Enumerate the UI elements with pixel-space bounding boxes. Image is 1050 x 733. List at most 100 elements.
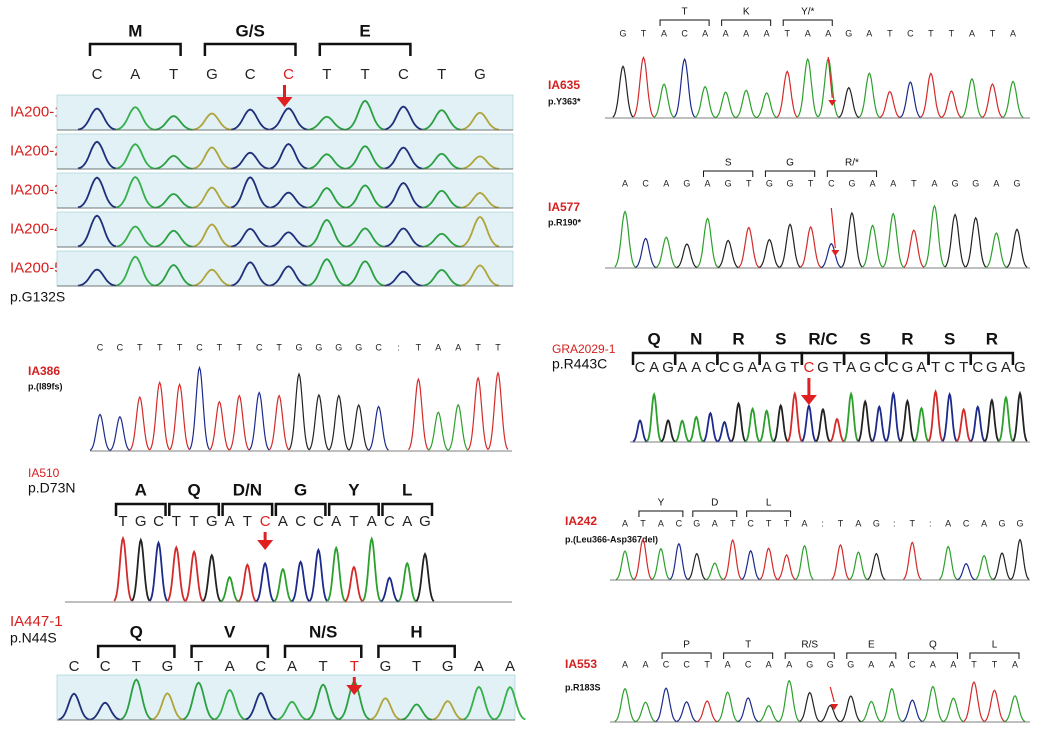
- trace-peak: [862, 224, 884, 268]
- base: A: [287, 658, 297, 675]
- codon-label: M: [128, 21, 142, 40]
- base: T: [808, 178, 814, 188]
- trace-peak: [737, 697, 759, 723]
- base: C: [100, 658, 111, 675]
- trace-peak: [384, 270, 423, 287]
- trace-peak: [238, 563, 257, 603]
- trace-peak: [307, 258, 347, 287]
- base: A: [993, 178, 999, 188]
- base: A: [868, 659, 874, 669]
- trace-peak: [268, 394, 290, 451]
- base: T: [887, 28, 893, 38]
- trace-peak: [269, 231, 308, 248]
- base: G: [952, 178, 959, 188]
- base: A: [930, 659, 936, 669]
- trace-peak: [965, 216, 987, 268]
- base: C: [963, 518, 970, 528]
- trace-peak: [89, 701, 121, 721]
- arrow-head: [257, 540, 274, 550]
- base: T: [475, 342, 481, 352]
- base: :: [821, 518, 824, 528]
- trace-peak: [694, 85, 716, 118]
- mutation-label: p.R190*: [548, 217, 582, 227]
- base: C: [944, 359, 955, 376]
- trace-peak: [192, 186, 232, 209]
- base: T: [640, 518, 646, 528]
- trace-peak: [269, 265, 308, 287]
- trace-peak: [941, 392, 958, 442]
- trace-peak: [961, 77, 983, 118]
- trace-peak: [777, 554, 796, 581]
- trace-peak: [494, 685, 526, 721]
- base: T: [437, 66, 446, 83]
- trace-peak: [77, 214, 117, 248]
- trace-peak: [633, 538, 653, 580]
- base: C: [313, 513, 324, 530]
- mutation-label: p.N44S: [10, 630, 57, 646]
- trace-peak: [192, 268, 232, 287]
- codon-bracket: [221, 502, 274, 516]
- trace-peak: [1004, 694, 1026, 723]
- trace-peak: [673, 57, 696, 118]
- trace-peak: [655, 687, 677, 722]
- base: A: [402, 513, 412, 530]
- codon-bracket: [661, 652, 712, 659]
- base: A: [435, 342, 441, 352]
- sample-label: GRA2029-1: [552, 342, 616, 356]
- trace-peak: [841, 211, 863, 268]
- sample-label: IA635: [548, 78, 580, 92]
- codon-bracket: [826, 170, 878, 177]
- base: A: [677, 359, 687, 376]
- codon-bracket: [969, 652, 1020, 659]
- trace-peak: [920, 72, 942, 118]
- base: C: [255, 658, 266, 675]
- trace-peak: [632, 56, 655, 118]
- trace-peak: [815, 407, 831, 443]
- trace-peak: [273, 567, 293, 603]
- base: G: [1013, 178, 1020, 188]
- trace-peak: [1012, 390, 1028, 442]
- trace-peak: [759, 547, 778, 580]
- trace-peak: [941, 90, 962, 119]
- codon-label: H: [410, 622, 422, 641]
- codon-label: Y: [348, 480, 360, 499]
- trace-peak: [269, 191, 308, 209]
- trace-peak: [861, 700, 882, 723]
- trace-peak: [213, 688, 246, 721]
- trace-peak: [245, 691, 277, 721]
- codon-bracket: [907, 652, 958, 659]
- base: C: [635, 359, 646, 376]
- trace-peak: [116, 175, 155, 209]
- codon-label: N/S: [309, 622, 337, 641]
- trace-peak: [669, 542, 689, 580]
- trace-peak: [801, 403, 817, 443]
- base: G: [683, 178, 690, 188]
- base: A: [762, 359, 772, 376]
- base: T: [177, 342, 183, 352]
- trace-peak: [702, 411, 718, 443]
- trace-peak: [992, 552, 1012, 581]
- codon-label: R: [986, 329, 998, 348]
- sample-label: IA510: [28, 466, 60, 480]
- base: A: [331, 513, 341, 530]
- trace-peak: [109, 415, 131, 451]
- codon-label: S: [775, 329, 786, 348]
- base: G: [1014, 359, 1026, 376]
- mutation-label: p.R443C: [552, 356, 607, 372]
- sample-label: IA447-1: [10, 613, 63, 630]
- base: T: [949, 28, 955, 38]
- base: A: [945, 518, 951, 528]
- mutation-label: p.G132S: [10, 289, 65, 305]
- trace-peak: [248, 391, 270, 451]
- arrow-head: [800, 395, 817, 405]
- sample-label: IA200-2: [10, 142, 63, 159]
- base: G: [135, 513, 147, 530]
- base: A: [505, 658, 515, 675]
- base: T: [361, 66, 370, 83]
- base: T: [412, 658, 421, 675]
- codon-label: L: [766, 498, 772, 509]
- trace-peak: [209, 400, 230, 451]
- base: C: [97, 342, 104, 352]
- trace-peak: [116, 255, 155, 287]
- base: A: [474, 658, 484, 675]
